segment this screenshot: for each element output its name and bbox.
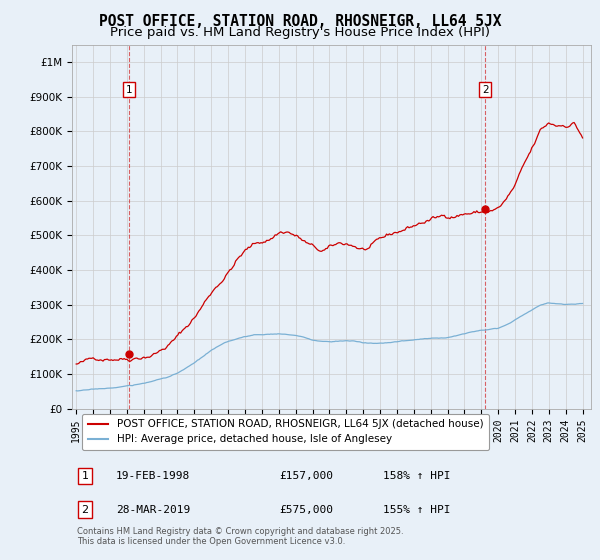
- Text: 19-FEB-1998: 19-FEB-1998: [116, 471, 190, 481]
- Text: £157,000: £157,000: [280, 471, 334, 481]
- Text: 1: 1: [82, 471, 88, 481]
- Text: £575,000: £575,000: [280, 505, 334, 515]
- Text: Price paid vs. HM Land Registry's House Price Index (HPI): Price paid vs. HM Land Registry's House …: [110, 26, 490, 39]
- Legend: POST OFFICE, STATION ROAD, RHOSNEIGR, LL64 5JX (detached house), HPI: Average pr: POST OFFICE, STATION ROAD, RHOSNEIGR, LL…: [82, 414, 488, 450]
- Text: Contains HM Land Registry data © Crown copyright and database right 2025.
This d: Contains HM Land Registry data © Crown c…: [77, 526, 404, 546]
- Text: 155% ↑ HPI: 155% ↑ HPI: [383, 505, 451, 515]
- Text: 2: 2: [82, 505, 89, 515]
- Text: 2: 2: [482, 85, 488, 95]
- Text: 158% ↑ HPI: 158% ↑ HPI: [383, 471, 451, 481]
- Text: 1: 1: [125, 85, 132, 95]
- Text: 28-MAR-2019: 28-MAR-2019: [116, 505, 190, 515]
- Text: POST OFFICE, STATION ROAD, RHOSNEIGR, LL64 5JX: POST OFFICE, STATION ROAD, RHOSNEIGR, LL…: [99, 14, 501, 29]
